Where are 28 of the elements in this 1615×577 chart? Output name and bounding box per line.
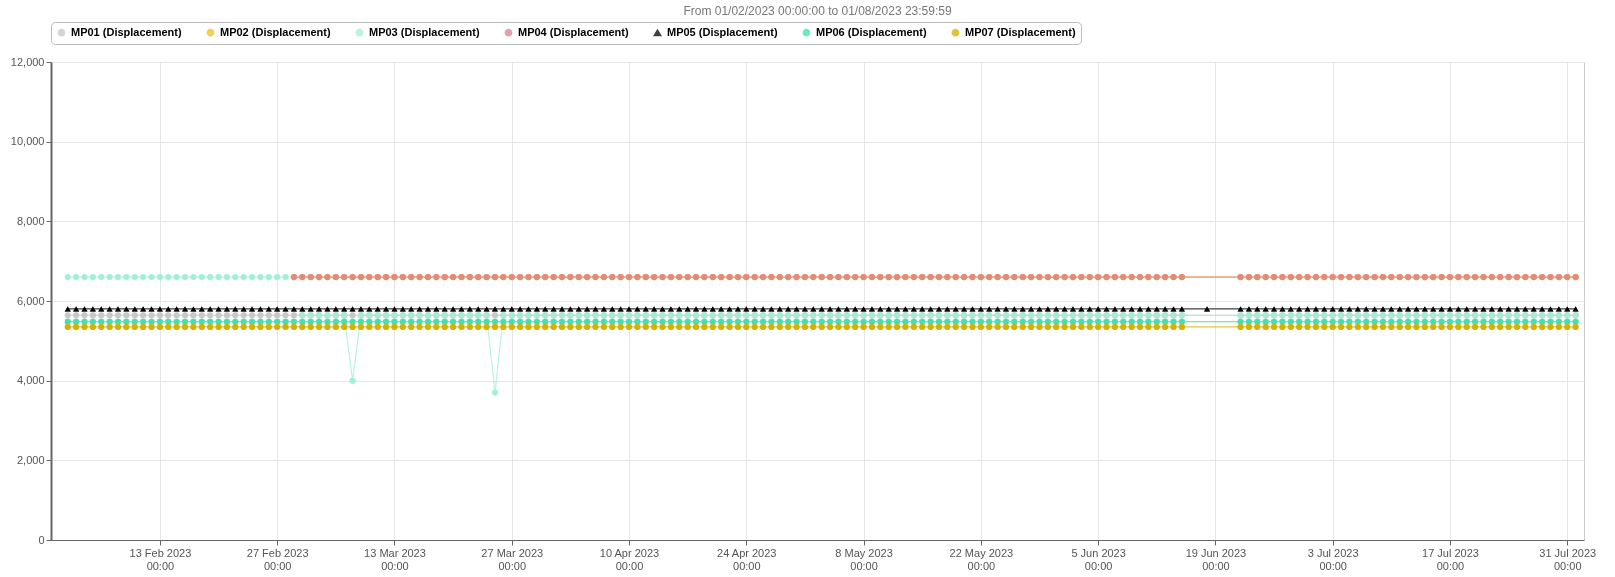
y-tick-label: 12,000 (10, 55, 45, 68)
x-tick-label: 10 Apr 2023 00:00 (599, 546, 660, 572)
y-tick-label: 2,000 (16, 453, 45, 466)
legend-label: MP05 (Displacement) (667, 25, 778, 38)
x-tick-label: 17 Jul 2023 00:00 (1422, 546, 1479, 572)
legend-label: MP02 (Displacement) (220, 25, 331, 38)
x-tick-label: 19 Jun 2023 00:00 (1185, 546, 1247, 572)
chart-title: From 01/02/2023 00:00:00 to 01/08/2023 23:59:59 (683, 3, 952, 18)
x-tick-label: 27 Feb 2023 00:00 (246, 546, 309, 572)
x-tick-label: 13 Mar 2023 00:00 (364, 546, 426, 572)
x-tick-label: 31 Jul 2023 00:00 (1539, 546, 1597, 572)
x-tick-label: 5 Jun 2023 00:00 (1071, 546, 1126, 572)
legend-label: MP03 (Displacement) (369, 25, 480, 38)
y-tick-label: 8,000 (16, 214, 45, 227)
x-tick-label: 13 Feb 2023 00:00 (129, 546, 192, 572)
x-tick-label: 27 Mar 2023 00:00 (481, 546, 544, 572)
legend-label: MP01 (Displacement) (71, 25, 182, 38)
x-tick-label: 22 May 2023 00:00 (949, 546, 1014, 572)
legend-label: MP04 (Displacement) (518, 25, 629, 38)
y-tick-label: 4,000 (16, 374, 45, 387)
x-tick-label: 8 May 2023 00:00 (835, 546, 893, 572)
x-tick-label: 3 Jul 2023 00:00 (1307, 546, 1359, 572)
legend-label: MP06 (Displacement) (816, 25, 927, 38)
legend-label: MP07 (Displacement) (965, 25, 1076, 38)
y-tick-label: 10,000 (10, 135, 45, 148)
x-tick-label: 24 Apr 2023 00:00 (717, 546, 777, 572)
y-tick-label: 6,000 (16, 294, 45, 307)
y-tick-label: 0 (38, 533, 45, 546)
